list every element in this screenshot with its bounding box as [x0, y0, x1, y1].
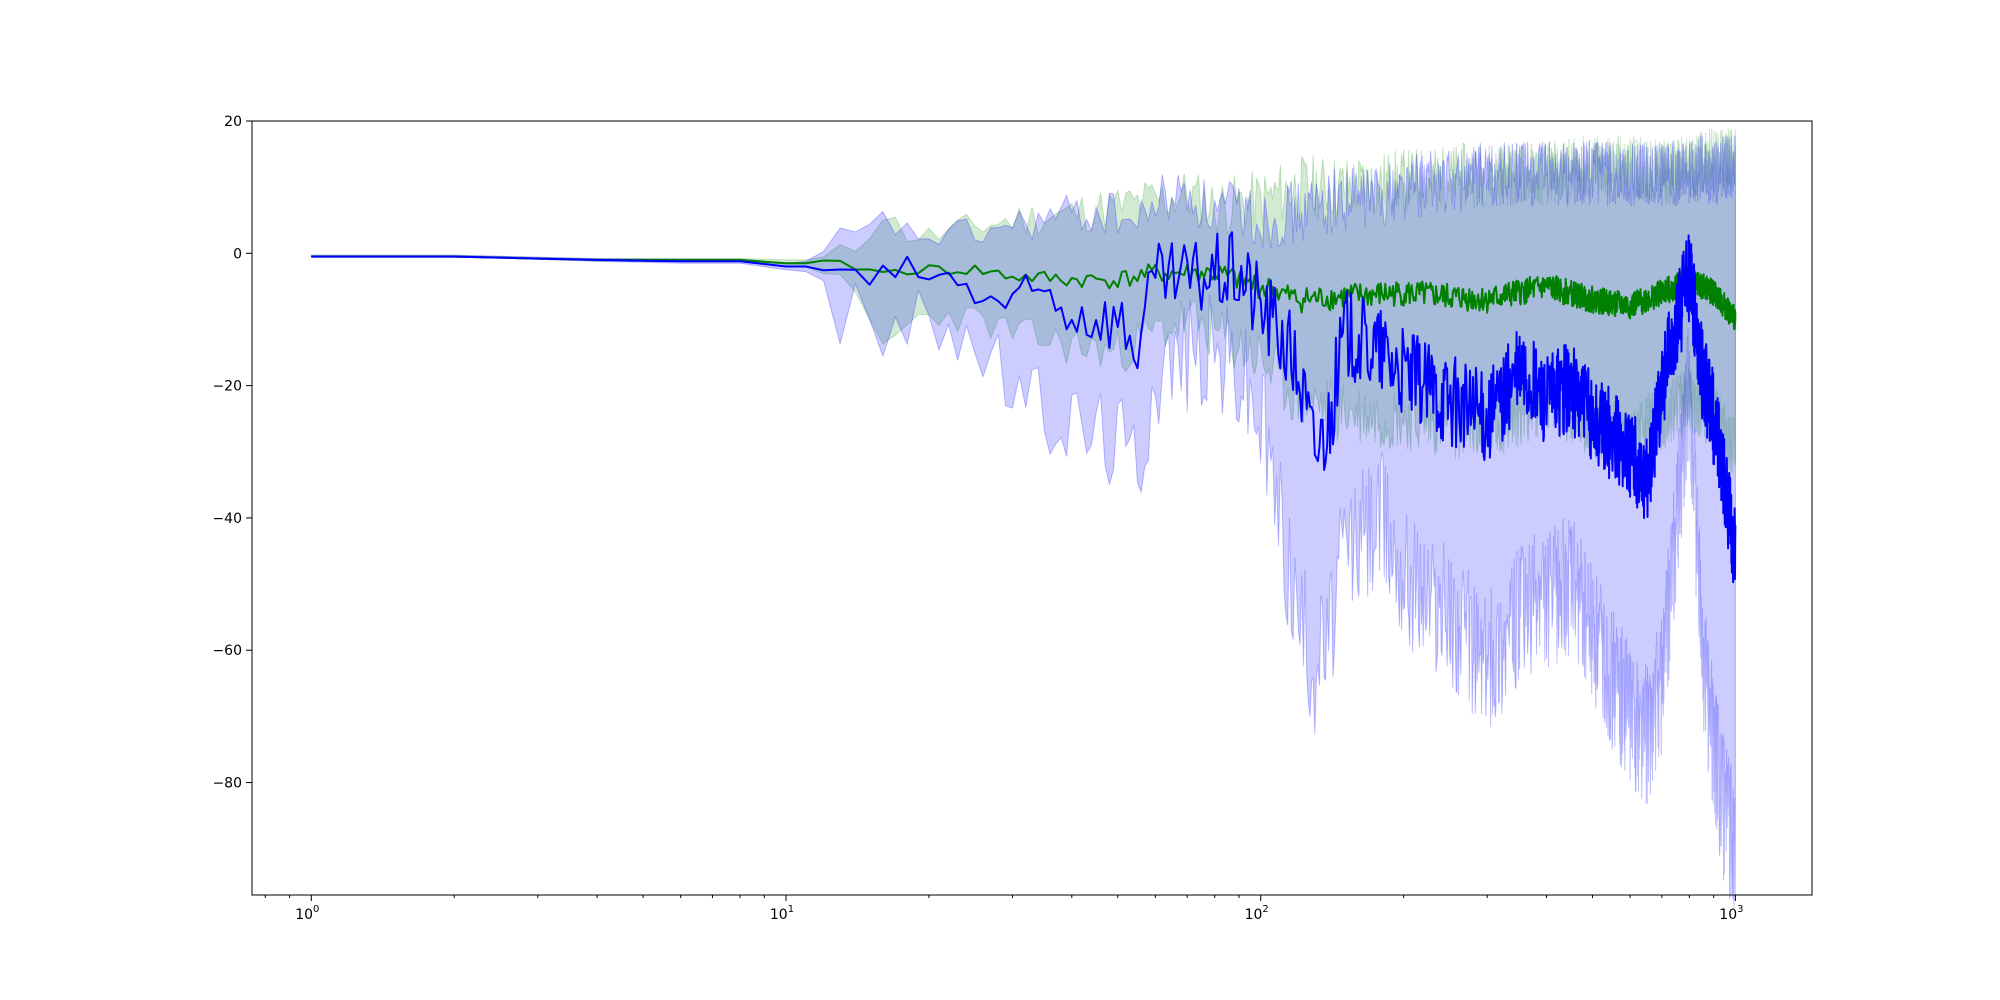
x-tick-label-0: 100 — [295, 904, 319, 923]
series-line-0 — [311, 255, 1737, 331]
y-tick-label-3: −40 — [212, 511, 242, 527]
y-tick-label-1: 0 — [233, 246, 242, 262]
y-tick-label-5: −80 — [212, 776, 242, 792]
x-tick-label-3: 103 — [1719, 904, 1743, 923]
series-lines — [311, 231, 1737, 584]
y-axis: 20 0 −20 −40 −60 −80 — [212, 114, 252, 792]
y-tick-label-2: −20 — [212, 379, 242, 395]
y-tick-label-0: 20 — [224, 114, 242, 130]
series-line-1 — [311, 231, 1737, 584]
x-tick-label-2: 102 — [1245, 904, 1269, 923]
x-tick-label-1: 101 — [770, 904, 794, 923]
plot-frame — [251, 120, 1813, 896]
y-tick-label-4: −60 — [212, 643, 242, 659]
x-axis: 100 101 102 103 — [264, 895, 1744, 923]
